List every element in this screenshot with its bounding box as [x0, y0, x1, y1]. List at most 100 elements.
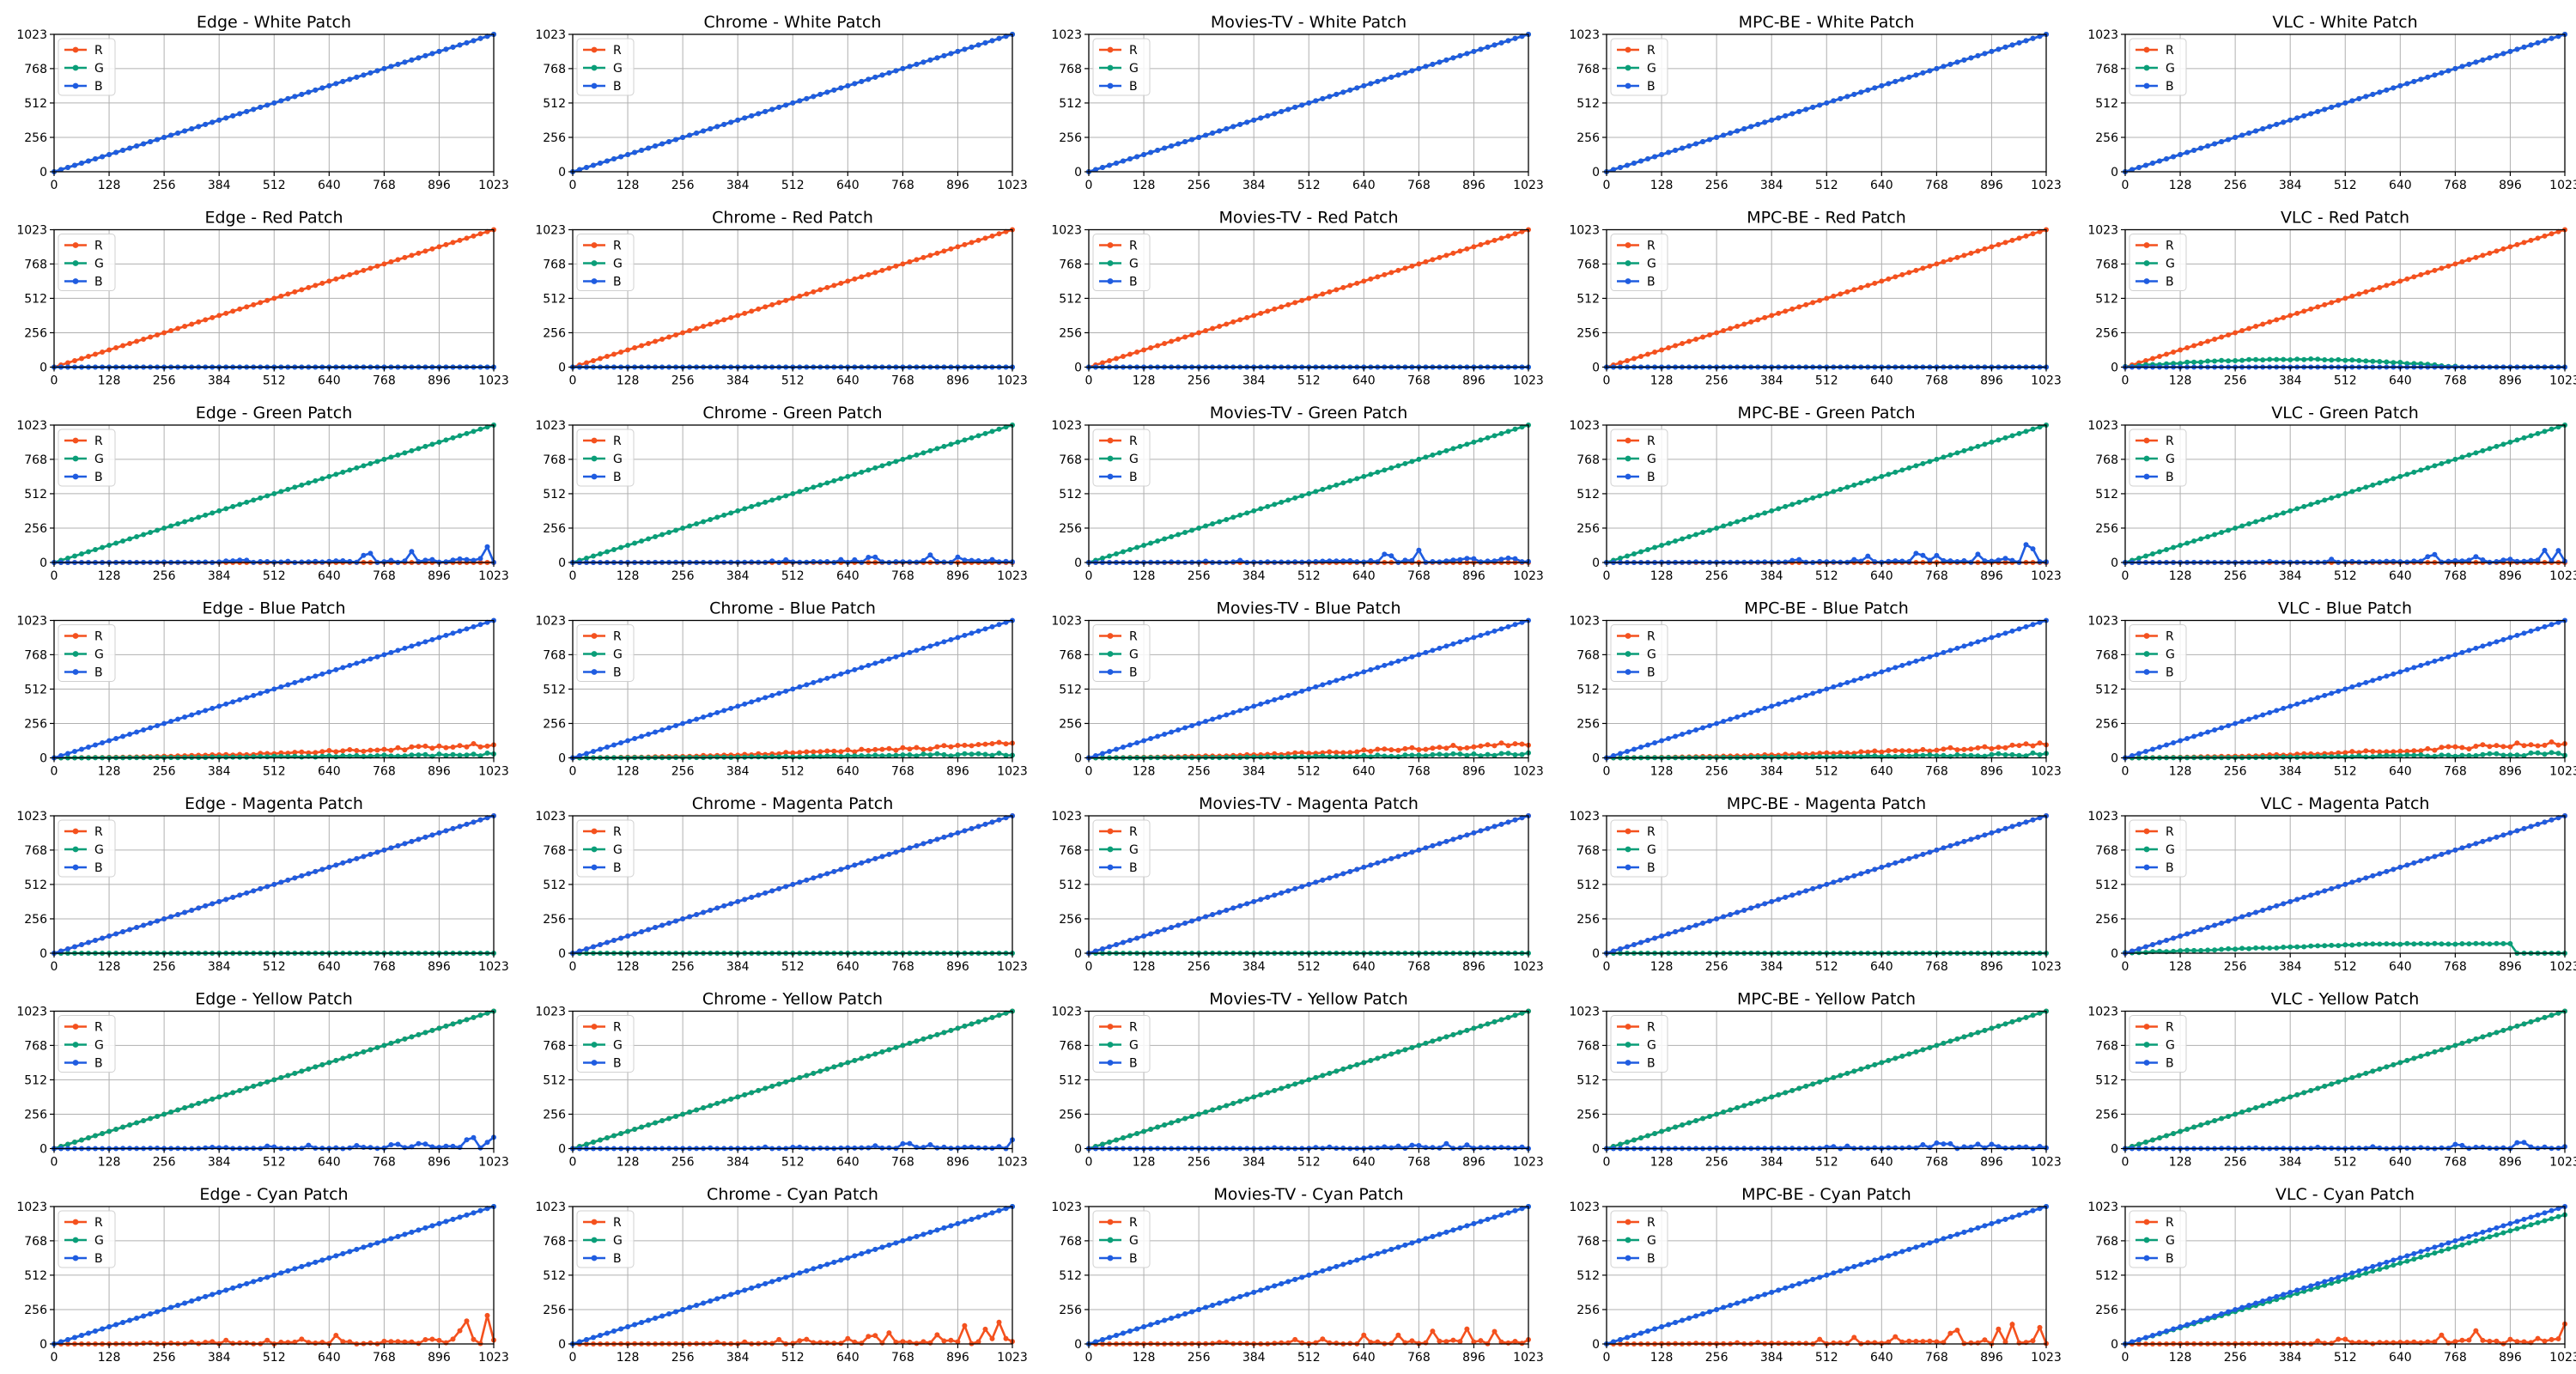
data-point [989, 752, 995, 758]
subplot-vlc-white-patch: 0128256384512640768896102302565127681023… [2087, 13, 2576, 192]
y-tick-label: 256 [1059, 522, 1082, 536]
data-point [756, 111, 762, 117]
data-point [2002, 240, 2008, 246]
data-point [2030, 231, 2036, 237]
data-point [879, 267, 885, 273]
data-point [1423, 64, 1429, 70]
data-point [811, 749, 817, 755]
x-tick-label: 128 [1133, 374, 1156, 388]
data-point [2143, 162, 2148, 168]
data-point [1382, 76, 1388, 82]
data-point [577, 167, 582, 173]
data-point [1162, 145, 1168, 151]
data-point [2171, 544, 2177, 550]
data-point [1361, 278, 1367, 284]
data-point [299, 482, 305, 488]
data-point [1920, 656, 1926, 662]
data-point [1645, 351, 1650, 357]
data-point [155, 332, 161, 337]
data-point [1471, 48, 1477, 54]
x-tick-label: 512 [2334, 374, 2357, 388]
x-tick-label: 0 [1085, 765, 1093, 779]
data-point [1265, 754, 1271, 760]
data-point [333, 471, 339, 477]
data-point [866, 747, 872, 753]
x-tick-label: 512 [1815, 569, 1838, 583]
data-point [2445, 558, 2451, 564]
data-point [1954, 59, 1960, 65]
data-point [1148, 149, 1154, 155]
data-point [790, 100, 796, 106]
data-point [687, 328, 693, 333]
data-point [914, 647, 920, 654]
data-point [694, 325, 700, 331]
data-point [1512, 35, 1518, 41]
data-point [996, 622, 1002, 628]
legend: RGB [58, 38, 116, 96]
data-point [2009, 433, 2015, 439]
data-point [1673, 538, 1679, 544]
data-point [859, 469, 865, 475]
data-point [1395, 267, 1401, 273]
data-point [1968, 55, 1974, 61]
data-point [762, 695, 769, 701]
data-point [1680, 732, 1686, 737]
x-tick-label: 768 [1407, 569, 1431, 583]
data-point [1865, 477, 1871, 483]
data-point [271, 490, 277, 496]
data-point [927, 57, 933, 63]
data-point [1485, 44, 1491, 50]
data-point [381, 261, 387, 267]
x-tick-label: 256 [671, 374, 695, 388]
x-tick-label: 896 [1462, 179, 1485, 192]
y-tick-label: 512 [1577, 488, 1600, 502]
legend-label: R [613, 435, 622, 448]
x-tick-label: 896 [2499, 179, 2522, 192]
legend-marker-g [2143, 64, 2150, 71]
data-point [1244, 705, 1250, 711]
data-point [313, 477, 319, 483]
data-point [1361, 669, 1367, 675]
data-point [100, 740, 106, 745]
data-point [2480, 252, 2486, 258]
data-point [326, 748, 332, 753]
data-point [2404, 81, 2410, 87]
data-point [1989, 635, 1995, 641]
x-tick-label: 896 [2499, 374, 2522, 388]
data-point [443, 437, 449, 443]
subplot-title: Chrome - Blue Patch [709, 599, 876, 618]
data-point [65, 360, 70, 366]
data-point [2030, 750, 2036, 756]
data-point [319, 476, 325, 482]
data-point [1851, 287, 1857, 293]
data-point [2171, 350, 2177, 355]
data-point [2370, 749, 2376, 754]
data-point [2308, 356, 2314, 362]
data-point [484, 751, 490, 756]
data-point [2274, 512, 2280, 518]
data-point [1272, 696, 1278, 702]
data-point [2507, 48, 2513, 54]
data-point [1313, 98, 1319, 104]
x-tick-label: 0 [51, 765, 58, 779]
data-point [611, 156, 617, 161]
data-point [86, 549, 91, 555]
data-point [93, 351, 98, 357]
y-tick-label: 768 [2095, 258, 2118, 271]
data-point [1265, 112, 1271, 119]
data-point [1947, 257, 1953, 263]
data-point [1306, 100, 1312, 106]
legend-marker-b [72, 669, 79, 675]
data-point [1505, 743, 1511, 749]
data-point [1443, 643, 1449, 649]
data-point [1498, 751, 1504, 757]
x-tick-label: 896 [1462, 569, 1485, 583]
data-point [79, 161, 84, 166]
y-tick-label: 768 [1059, 453, 1082, 467]
data-point [1666, 736, 1672, 741]
data-point [2377, 284, 2383, 290]
data-point [285, 486, 291, 492]
data-point [1093, 167, 1098, 173]
data-point [1721, 719, 1727, 724]
data-point [155, 137, 161, 143]
